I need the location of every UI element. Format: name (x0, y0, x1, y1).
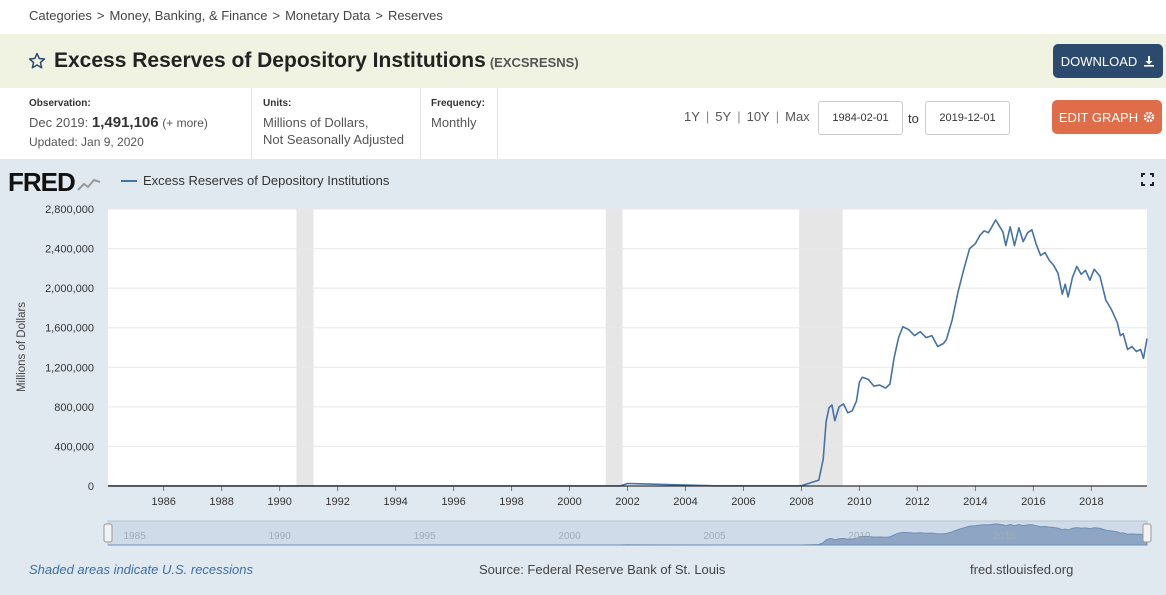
observation-value-line: Dec 2019: 1,491,106 (+ more) (29, 114, 251, 132)
frequency-label: Frequency: (431, 98, 485, 109)
x-tick-label: 2012 (905, 496, 929, 508)
breadcrumb-money-banking[interactable]: Money, Banking, & Finance (109, 8, 268, 23)
series-title: Excess Reserves of Depository Institutio… (54, 49, 486, 72)
y-tick-label: 400,000 (54, 441, 94, 453)
navigator-label: 2000 (558, 531, 581, 542)
edit-graph-button[interactable]: EDIT GRAPH (1052, 100, 1162, 134)
x-tick-label: 2018 (1079, 496, 1103, 508)
download-icon (1144, 56, 1155, 67)
x-tick-label: 1988 (209, 496, 233, 508)
y-axis-label: Millions of Dollars (16, 302, 28, 392)
navigator-label: 2015 (993, 531, 1016, 542)
to-label: to (908, 111, 919, 126)
units-label: Units: (263, 98, 292, 109)
y-tick-label: 1,600,000 (45, 323, 94, 335)
x-tick-label: 1992 (325, 496, 349, 508)
range-1y[interactable]: 1Y (684, 109, 700, 124)
gear-icon (1143, 111, 1155, 123)
navigator-area (108, 523, 1148, 546)
breadcrumb-monetary-data[interactable]: Monetary Data (285, 8, 371, 23)
breadcrumb: Categories > Money, Banking, & Finance > Mon… (29, 8, 443, 23)
x-tick-label: 1994 (383, 496, 407, 508)
range-selector: 1Y | 5Y | 10Y | Max (684, 109, 810, 124)
series-line (108, 219, 1148, 487)
x-tick-label: 2006 (731, 496, 755, 508)
units-line2: Not Seasonally Adjusted (263, 132, 404, 147)
observation-date: Dec 2019: (29, 115, 89, 130)
end-date-input[interactable]: 2019-12-01 (925, 101, 1010, 135)
recession-band (296, 209, 314, 486)
navigator-label: 1995 (413, 531, 436, 542)
legend-swatch (121, 179, 137, 182)
source-text: Source: Federal Reserve Bank of St. Loui… (479, 562, 726, 577)
navigator-right-handle[interactable] (1142, 523, 1152, 543)
recession-band (605, 209, 623, 486)
x-tick-label: 2008 (789, 496, 813, 508)
chart-svg: 0 400,000 800,000 1,200,000 1,600,000 2,000,0… (16, 204, 1152, 546)
edit-graph-label: EDIT GRAPH (1058, 109, 1139, 125)
fred-logo-text: FRED (8, 167, 76, 197)
download-button[interactable]: DOWNLOAD (1053, 44, 1163, 78)
start-date-input[interactable]: 1984-02-01 (818, 101, 903, 135)
navigator-label: 1985 (124, 531, 147, 542)
observation-label: Observation: (29, 98, 91, 109)
fred-logo: FRED (8, 167, 101, 198)
breadcrumb-reserves[interactable]: Reserves (387, 8, 443, 23)
x-tick-label: 2000 (557, 496, 581, 508)
frequency-value: Monthly (431, 115, 477, 130)
x-tick-label: 2016 (1021, 496, 1045, 508)
x-tick-label: 1986 (151, 496, 175, 508)
series-id: (EXCSRESNS) (489, 55, 579, 70)
observation-value: 1,491,106 (91, 114, 159, 131)
download-label: DOWNLOAD (1060, 53, 1138, 69)
navigator-label: 2010 (848, 531, 871, 542)
series-meta: Observation: Dec 2019: 1,491,106 (+ more… (0, 88, 1166, 159)
x-tick-label: 2010 (847, 496, 871, 508)
legend-label: Excess Reserves of Depository Institutio… (143, 173, 390, 188)
chart-legend: Excess Reserves of Depository Institutio… (121, 173, 389, 188)
plot-background (108, 209, 1147, 486)
fred-url[interactable]: fred.stlouisfed.org (970, 562, 1074, 577)
observation-more-link[interactable]: (+ more) (162, 116, 208, 130)
y-tick-label: 2,800,000 (45, 204, 94, 216)
fullscreen-icon[interactable] (1141, 173, 1154, 186)
updated-date: Updated: Jan 9, 2020 (29, 135, 144, 149)
x-tick-label: 2002 (615, 496, 639, 508)
navigator-left-handle[interactable] (103, 523, 113, 543)
range-max[interactable]: Max (785, 109, 810, 124)
range-10y[interactable]: 10Y (746, 109, 770, 124)
x-tick-label: 2014 (963, 496, 987, 508)
y-tick-label: 800,000 (54, 402, 94, 414)
navigator-label: 1990 (268, 531, 291, 542)
star-icon[interactable] (28, 52, 46, 70)
range-5y[interactable]: 5Y (715, 109, 732, 124)
units-block: Units: Millions of Dollars, Not Seasonal… (252, 88, 421, 159)
x-tick-label: 1996 (441, 496, 465, 508)
page-title: Excess Reserves of Depository Institutio… (54, 49, 579, 73)
y-tick-label: 2,400,000 (45, 244, 94, 256)
x-tick-label: 2004 (673, 496, 697, 508)
recession-band (799, 209, 843, 486)
fred-logo-chart-icon (77, 178, 101, 191)
navigator-label: 2005 (703, 531, 726, 542)
breadcrumb-categories[interactable]: Categories (29, 8, 92, 23)
y-tick-label: 2,000,000 (45, 283, 94, 295)
range-navigator[interactable]: 1985 1990 1995 2000 2005 2010 2015 (103, 520, 1152, 546)
x-tick-label: 1998 (499, 496, 523, 508)
observation-block: Observation: Dec 2019: 1,491,106 (+ more… (29, 88, 252, 159)
units-line1: Millions of Dollars, (263, 115, 369, 130)
y-tick-label: 0 (88, 481, 94, 493)
series-header: Excess Reserves of Depository Institutio… (0, 34, 1166, 88)
x-tick-label: 1990 (267, 496, 291, 508)
frequency-block: Frequency: Monthly (421, 88, 498, 159)
chart-area: 0 400,000 800,000 1,200,000 1,600,000 2,000,0… (0, 159, 1166, 595)
recession-note: Shaded areas indicate U.S. recessions (29, 562, 254, 577)
y-tick-label: 1,200,000 (45, 362, 94, 374)
